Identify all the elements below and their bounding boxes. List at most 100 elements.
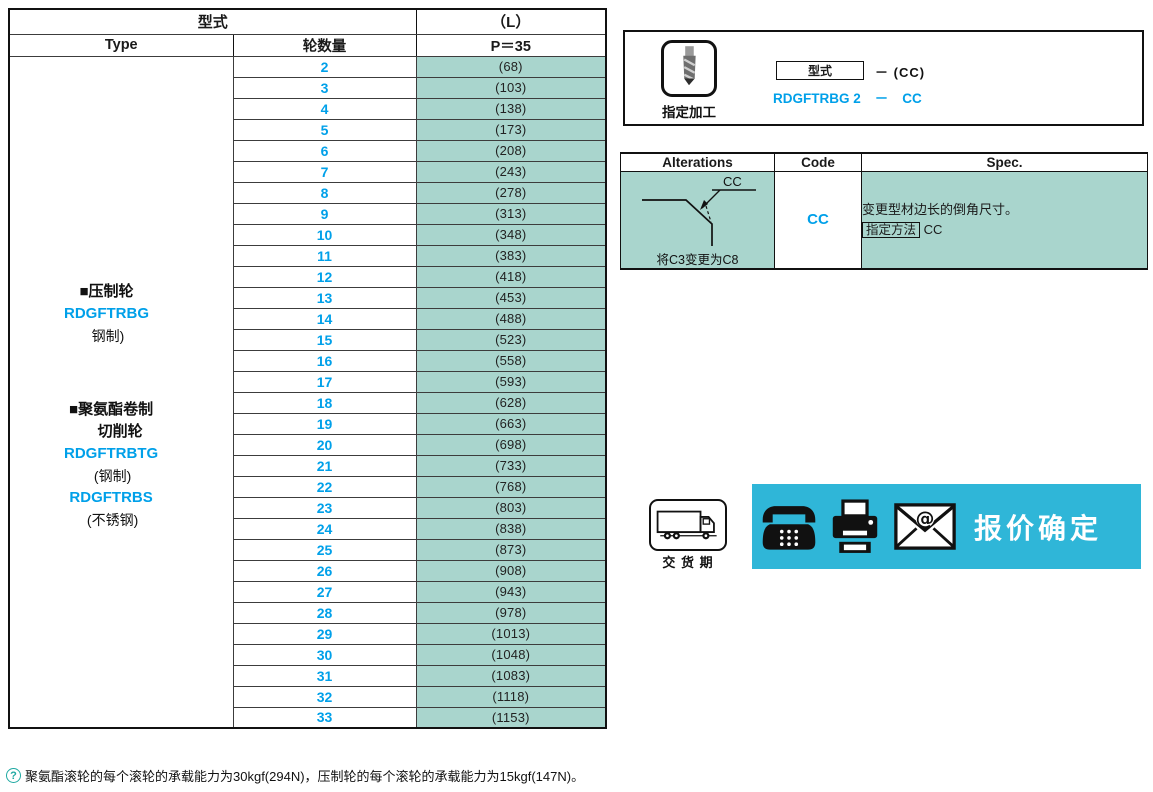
wheel-count-cell[interactable]: 15: [232, 328, 417, 351]
length-cell: (1153): [415, 706, 607, 729]
alterations-row: CC 将C3变更为C8 CC 变更型材边长的倒角尺寸。 指定方法 CC: [620, 170, 1148, 269]
table-row: 9 (313): [9, 202, 607, 225]
header-spec: Spec.: [861, 152, 1148, 172]
alteration-spec-cell: 变更型材边长的倒角尺寸。 指定方法 CC: [861, 170, 1148, 269]
type-group-pressed: ■压制轮 RDGFTRBG 钢制): [64, 281, 149, 347]
question-icon: ?: [6, 768, 21, 783]
wheel-count-cell[interactable]: 19: [232, 412, 417, 435]
length-cell: (278): [415, 181, 607, 204]
length-cell: (593): [415, 370, 607, 393]
quote-banner[interactable]: @ 报价确定: [752, 484, 1141, 569]
wheel-count-cell[interactable]: 25: [232, 538, 417, 561]
table-row: 22 (768): [9, 475, 607, 498]
wheel-count-cell[interactable]: 32: [232, 685, 417, 708]
table-row: 25 (873): [9, 538, 607, 561]
header-alterations: Alterations: [620, 152, 775, 172]
length-cell: (628): [415, 391, 607, 414]
wheel-count-cell[interactable]: 17: [232, 370, 417, 393]
length-cell: (1048): [415, 643, 607, 666]
material-note: (不锈钢): [86, 511, 139, 528]
table-row: 13 (453): [9, 286, 607, 309]
fax-icon[interactable]: [830, 498, 880, 555]
type-label-cell: ■压制轮 RDGFTRBG 钢制) ■聚氨酯卷制 切削轮 RDGFTRBTG (…: [8, 55, 234, 729]
wheel-count-cell[interactable]: 14: [232, 307, 417, 330]
material-note: (钢制): [93, 467, 132, 484]
table-row: 10 (348): [9, 223, 607, 246]
type-title: 切削轮: [97, 422, 143, 440]
wheel-count-cell[interactable]: 5: [232, 118, 417, 141]
wheel-count-cell[interactable]: 3: [232, 76, 417, 99]
alteration-code-cell: CC: [774, 170, 862, 269]
chamfer-diagram-icon: CC: [641, 174, 756, 246]
wheel-count-cell[interactable]: 23: [232, 496, 417, 519]
example-dash: －: [874, 91, 889, 106]
header-pitch: P＝35: [415, 33, 607, 57]
length-cell: (453): [415, 286, 607, 309]
header-wheel-count: 轮数量: [232, 33, 417, 57]
length-cell: (978): [415, 601, 607, 624]
wheel-count-cell[interactable]: 27: [232, 580, 417, 603]
wheel-count-cell[interactable]: 13: [232, 286, 417, 309]
wheel-count-cell[interactable]: 33: [232, 706, 417, 729]
table-row: 3 (103): [9, 76, 607, 99]
header-type-en: Type: [8, 33, 234, 57]
table-row: 21 (733): [9, 454, 607, 477]
wheel-count-cell[interactable]: 24: [232, 517, 417, 540]
wheel-count-cell[interactable]: 11: [232, 244, 417, 267]
drill-icon: [661, 40, 717, 97]
wheel-count-cell[interactable]: 8: [232, 181, 417, 204]
wheel-count-cell[interactable]: 16: [232, 349, 417, 372]
wheel-count-cell[interactable]: 12: [232, 265, 417, 288]
email-icon[interactable]: @: [894, 503, 956, 550]
length-cell: (523): [415, 328, 607, 351]
part-number-link[interactable]: RDGFTRBTG: [64, 444, 159, 462]
svg-text:@: @: [916, 509, 935, 530]
length-cell: (733): [415, 454, 607, 477]
diagram-caption: 将C3变更为C8: [656, 252, 739, 267]
wheel-count-cell[interactable]: 30: [232, 643, 417, 666]
wheel-count-cell[interactable]: 21: [232, 454, 417, 477]
phone-icon[interactable]: [760, 501, 818, 553]
wheel-count-cell[interactable]: 2: [232, 55, 417, 78]
header-l: （L）: [415, 8, 607, 35]
wheel-count-cell[interactable]: 31: [232, 664, 417, 687]
table-row: 31 (1083): [9, 664, 607, 687]
table-row: 18 (628): [9, 391, 607, 414]
length-cell: (1013): [415, 622, 607, 645]
length-cell: (1083): [415, 664, 607, 687]
table-row: 8 (278): [9, 181, 607, 204]
method-value: CC: [923, 221, 943, 237]
header-row-1: 型式 （L）: [8, 8, 607, 35]
table-row: 11 (383): [9, 244, 607, 267]
wheel-count-cell[interactable]: 26: [232, 559, 417, 582]
part-number-link[interactable]: RDGFTRBG: [64, 304, 149, 322]
wheel-count-cell[interactable]: 6: [232, 139, 417, 162]
type-title: ■压制轮: [79, 282, 134, 300]
length-cell: (313): [415, 202, 607, 225]
wheel-count-cell[interactable]: 9: [232, 202, 417, 225]
length-cell: (68): [415, 55, 607, 78]
table-row: 23 (803): [9, 496, 607, 519]
wheel-count-cell[interactable]: 7: [232, 160, 417, 183]
wheel-count-cell[interactable]: 18: [232, 391, 417, 414]
table-row: 15 (523): [9, 328, 607, 351]
wheel-count-cell[interactable]: 4: [232, 97, 417, 120]
chamfer-diagram-cell: CC 将C3变更为C8: [620, 170, 775, 269]
table-row: 7 (243): [9, 160, 607, 183]
size-table: 型式 （L） Type 轮数量 P＝35 ■压制轮 RDGFTRBG 钢制) ■: [8, 8, 608, 729]
wheel-count-cell[interactable]: 22: [232, 475, 417, 498]
wheel-count-cell[interactable]: 20: [232, 433, 417, 456]
truck-icon: [649, 499, 727, 551]
length-cell: (488): [415, 307, 607, 330]
spec-text: 变更型材边长的倒角尺寸。: [862, 201, 1019, 217]
length-cell: (908): [415, 559, 607, 582]
wheel-count-cell[interactable]: 10: [232, 223, 417, 246]
wheel-count-cell[interactable]: 29: [232, 622, 417, 645]
header-row-2: Type 轮数量 P＝35: [8, 33, 607, 57]
example-part-number: RDGFTRBG 2: [773, 91, 861, 106]
part-number-link[interactable]: RDGFTRBS: [69, 488, 153, 506]
length-cell: (103): [415, 76, 607, 99]
wheel-count-cell[interactable]: 28: [232, 601, 417, 624]
table-row: 30 (1048): [9, 643, 607, 666]
quote-text: 报价确定: [974, 512, 1103, 544]
